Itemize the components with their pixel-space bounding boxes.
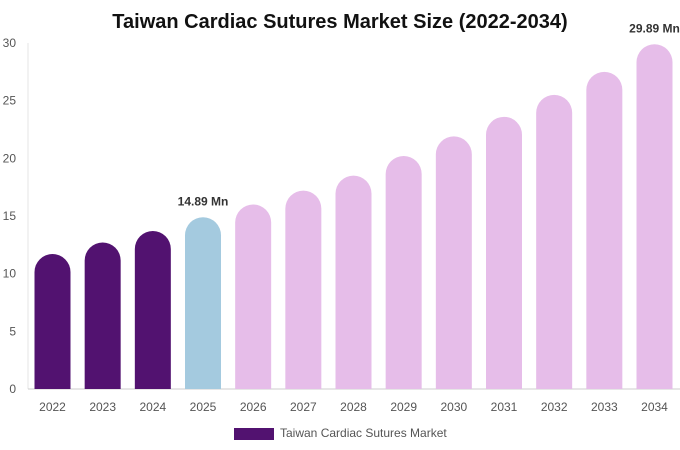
y-tick-label: 25 <box>3 94 17 108</box>
bar-2025[interactable] <box>185 217 221 389</box>
bar-2026[interactable] <box>235 204 272 389</box>
x-tick-label: 2026 <box>240 400 267 414</box>
x-tick-label: 2033 <box>591 400 618 414</box>
data-label: 14.89 Mn <box>178 194 229 208</box>
legend-label[interactable]: Taiwan Cardiac Sutures Market <box>280 426 447 440</box>
y-tick-label: 5 <box>9 324 16 338</box>
bar-2027[interactable] <box>285 190 322 389</box>
y-tick-label: 0 <box>9 382 16 396</box>
x-tick-label: 2029 <box>390 400 417 414</box>
x-tick-label: 2024 <box>139 400 166 414</box>
bar-2033[interactable] <box>586 71 623 389</box>
x-tick-label: 2031 <box>491 400 518 414</box>
x-tick-label: 2022 <box>39 400 66 414</box>
x-tick-label: 2030 <box>440 400 467 414</box>
legend[interactable]: Taiwan Cardiac Sutures Market <box>234 426 447 440</box>
y-tick-label: 20 <box>3 151 17 165</box>
bars <box>34 44 673 389</box>
x-tick-label: 2027 <box>290 400 317 414</box>
y-tick-label: 15 <box>3 209 17 223</box>
data-labels: 14.89 Mn 29.89 Mn <box>178 21 680 208</box>
x-tick-label: 2034 <box>641 400 668 414</box>
x-tick-label: 2023 <box>89 400 116 414</box>
bar-2029[interactable] <box>385 156 422 389</box>
bar-2032[interactable] <box>536 94 573 389</box>
y-tick-label: 10 <box>3 267 17 281</box>
x-tick-label: 2028 <box>340 400 367 414</box>
bar-2023[interactable] <box>84 242 121 389</box>
x-tick-label: 2025 <box>190 400 217 414</box>
bar-2031[interactable] <box>486 116 522 389</box>
legend-swatch[interactable] <box>234 428 274 440</box>
bar-2024[interactable] <box>134 230 171 389</box>
bar-2028[interactable] <box>335 175 372 389</box>
bar-2030[interactable] <box>435 136 472 389</box>
chart-title: Taiwan Cardiac Sutures Market Size (2022… <box>112 11 567 33</box>
x-tick-label: 2032 <box>541 400 568 414</box>
y-tick-label: 30 <box>3 36 17 50</box>
bar-2022[interactable] <box>34 254 71 389</box>
bar-2034[interactable] <box>636 44 673 389</box>
data-label: 29.89 Mn <box>629 21 680 35</box>
